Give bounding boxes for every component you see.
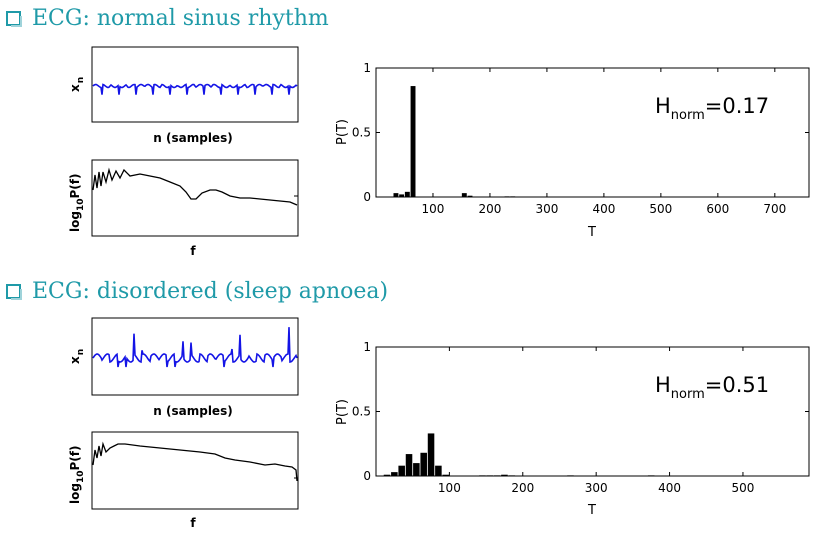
x-tick-label: 600 (706, 202, 729, 216)
histogram-bar (413, 463, 420, 476)
signal-ylabel-base: x (68, 84, 82, 92)
histogram-bar (404, 191, 410, 197)
y-tick-label: 0.5 (352, 405, 371, 419)
power-spectrum-trace (92, 441, 298, 482)
histogram-bar (442, 474, 449, 476)
x-tick-label: 200 (478, 202, 501, 216)
y-tick-label: 0 (363, 190, 371, 204)
spectrum-xlabel: f (190, 516, 196, 530)
signal-xlabel: n (samples) (153, 404, 232, 418)
x-tick-label: 400 (592, 202, 615, 216)
histogram-bar (567, 475, 574, 477)
entropy-annotation: Hnorm=0.17 (655, 94, 769, 123)
signal-ylabel: xn (68, 77, 86, 92)
x-tick-label: 400 (658, 481, 681, 495)
power-spectrum-trace (92, 167, 298, 206)
spectrum-panel: f log10P(f) (68, 431, 299, 530)
histogram-bar (435, 465, 442, 476)
entropy-annotation-value: =0.51 (705, 373, 769, 397)
signal-ylabel-base: x (68, 356, 82, 364)
spectrum-ylabel: log10P(f) (68, 174, 86, 232)
histogram-xlabel: T (587, 503, 596, 518)
histogram-bar (508, 475, 516, 477)
checkbox-bullet-icon (6, 11, 22, 27)
spectrum-ylabel-sub: 10 (76, 199, 86, 212)
signal-ylabel-sub: n (76, 77, 86, 83)
x-tick-label: 500 (649, 202, 672, 216)
spectrum-ylabel-post: P(f) (68, 174, 82, 199)
histogram-bar (393, 193, 399, 197)
signal-xlabel: n (samples) (153, 131, 232, 145)
y-tick-label: 0.5 (352, 126, 371, 140)
histogram-bar (467, 195, 473, 197)
entropy-annotation-sub: norm (671, 108, 705, 123)
histogram-bar (647, 475, 655, 477)
histogram-bar (479, 475, 486, 477)
spectrum-panel: f log10P(f) (68, 159, 299, 258)
x-tick-label: 500 (731, 481, 754, 495)
spectrum-ylabel-pre: log (68, 483, 82, 504)
histogram-axes-box (375, 346, 810, 477)
entropy-annotation: Hnorm=0.51 (655, 373, 769, 402)
spectrum-ylabel-post: P(f) (68, 446, 82, 471)
signal-ylabel: xn (68, 349, 86, 364)
x-tick-label: 100 (438, 481, 461, 495)
entropy-annotation-base: H (655, 373, 671, 397)
section-title: ECG: disordered (sleep apnoea) (32, 279, 389, 304)
spectrum-ylabel: log10P(f) (68, 446, 86, 504)
spectrum-xlabel: f (190, 244, 196, 258)
histogram-ylabel: P(T) (335, 399, 350, 425)
entropy-annotation-base: H (655, 94, 671, 118)
histogram-bar (420, 452, 427, 476)
histogram-axes-box (375, 67, 810, 198)
signal-panel: n (samples) xn (68, 46, 299, 145)
section-heading-normal: ECG: normal sinus rhythm (6, 6, 329, 31)
entropy-annotation-value: =0.17 (705, 94, 769, 118)
period-histogram-panel: P(T) T Hnorm=0.17 100 200 300 400 500 600 700 0… (335, 61, 810, 240)
histogram-xlabel: T (587, 225, 596, 240)
spectrum-ylabel-pre: log (68, 211, 82, 232)
spectrum-axes-box (91, 159, 299, 237)
signal-panel: n (samples) xn (68, 317, 299, 418)
y-tick-label: 1 (363, 61, 371, 75)
period-histogram-panel: P(T) T Hnorm=0.51 100 200 300 400 500 0 0.5 1 (335, 340, 810, 518)
signal-axes-box (91, 317, 299, 396)
y-tick-label: 0 (363, 469, 371, 483)
histogram-bar (510, 196, 516, 198)
histogram-bar (461, 193, 467, 197)
histogram-ylabel: P(T) (335, 119, 350, 145)
x-tick-label: 100 (422, 202, 445, 216)
histogram-bar (504, 196, 510, 198)
y-tick-label: 1 (363, 340, 371, 354)
histogram-bar (410, 86, 416, 197)
section-heading-disordered: ECG: disordered (sleep apnoea) (6, 279, 388, 304)
x-tick-label: 700 (763, 202, 786, 216)
ecg-signal-trace (92, 83, 298, 95)
x-tick-label: 300 (535, 202, 558, 216)
entropy-annotation-sub: norm (671, 387, 705, 402)
histogram-bar (391, 472, 398, 476)
section-title: ECG: normal sinus rhythm (32, 6, 329, 31)
histogram-bar (399, 194, 405, 197)
x-tick-label: 300 (585, 481, 608, 495)
histogram-bar (398, 465, 405, 476)
histogram-bar (383, 474, 391, 476)
x-tick-label: 200 (511, 481, 534, 495)
checkbox-bullet-icon (6, 284, 22, 300)
histogram-bar (493, 475, 501, 477)
histogram-bar (501, 474, 508, 476)
signal-ylabel-sub: n (76, 349, 86, 355)
histogram-bar (405, 454, 413, 476)
spectrum-ylabel-sub: 10 (76, 471, 86, 484)
histogram-bar (486, 475, 494, 477)
ecg-signal-trace (92, 327, 298, 368)
histogram-bar (427, 433, 435, 476)
